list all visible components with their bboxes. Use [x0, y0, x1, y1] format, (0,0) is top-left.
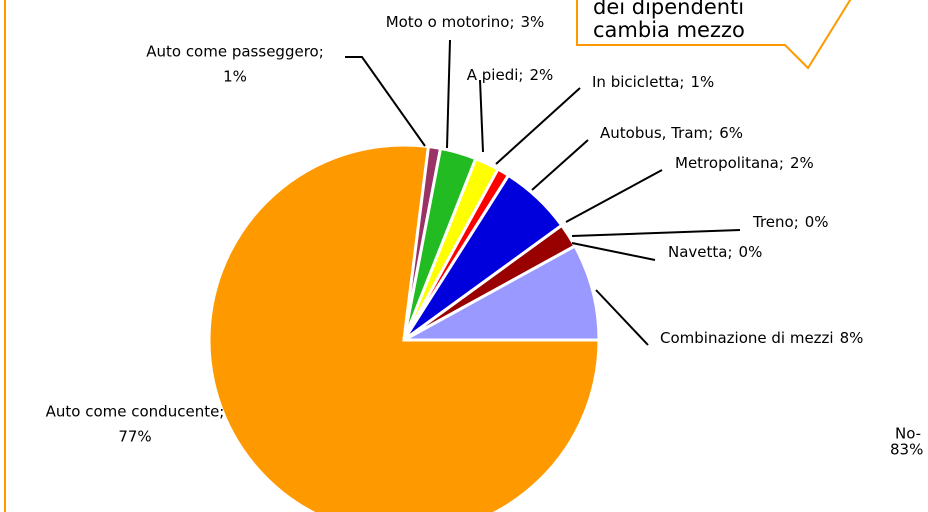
- slice-label: Moto o motorino; 3%: [386, 13, 545, 31]
- callout-text: cambia mezzo: [593, 18, 745, 42]
- value-label: 0%: [805, 213, 829, 231]
- leader-line: [531, 139, 589, 191]
- category-label: Treno;: [752, 213, 799, 231]
- slice-label: Treno; 0%: [752, 213, 829, 231]
- leader-line: [571, 229, 741, 237]
- slice-label: Auto come conducente;: [46, 403, 225, 421]
- slice-label: A piedi; 2%: [467, 66, 554, 84]
- leader-line: [495, 87, 581, 165]
- category-label: Metropolitana;: [675, 154, 784, 172]
- slice-label: Navetta; 0%: [668, 243, 762, 261]
- leader-line: [446, 39, 451, 149]
- slice-label: Auto come passeggero;: [146, 43, 324, 61]
- category-label: Moto o motorino;: [386, 13, 515, 31]
- value-label: 77%: [118, 428, 151, 446]
- category-label: Navetta;: [668, 243, 733, 261]
- annotation: 83%: [890, 441, 923, 459]
- slice-label: In bicicletta; 1%: [592, 73, 714, 91]
- leader-line: [479, 79, 484, 153]
- category-label: In bicicletta;: [592, 73, 684, 91]
- annotation: No-: [895, 425, 921, 443]
- callout: [576, 0, 852, 70]
- leader-line: [565, 169, 663, 223]
- callout-text: dei dipendenti: [593, 0, 744, 19]
- category-label: A piedi;: [467, 66, 524, 84]
- value-label: 0%: [739, 243, 763, 261]
- category-label: Autobus, Tram;: [600, 124, 713, 142]
- slice-label: Autobus, Tram; 6%: [600, 124, 743, 142]
- value-label: 8%: [840, 329, 864, 347]
- leader-line: [595, 289, 649, 346]
- value-label: 2%: [529, 66, 553, 84]
- slice-label: Metropolitana; 2%: [675, 154, 814, 172]
- value-label: 1%: [223, 68, 247, 86]
- value-label: 3%: [521, 13, 545, 31]
- leader-line: [345, 56, 426, 147]
- category-label: Combinazione di mezzi: [660, 329, 834, 347]
- value-label: 1%: [690, 73, 714, 91]
- pie-slice: [403, 244, 601, 342]
- value-label: 2%: [790, 154, 814, 172]
- value-label: 6%: [719, 124, 743, 142]
- slice-label: Combinazione di mezzi 8%: [660, 329, 863, 347]
- leader-line: [571, 242, 656, 261]
